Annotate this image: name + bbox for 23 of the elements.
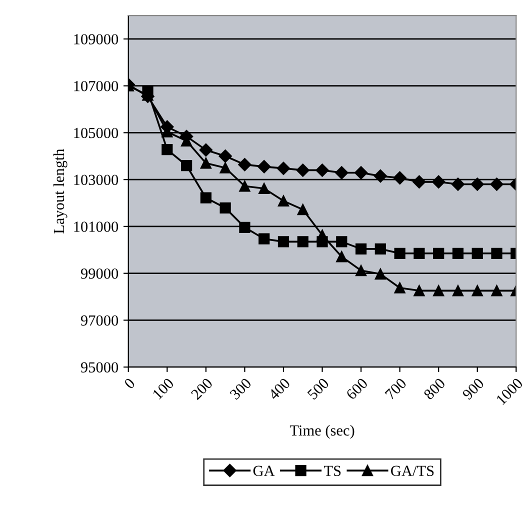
x-tick-label: 500 [306,378,330,400]
legend-label: TS [324,466,341,476]
y-tick-label: 105000 [74,128,118,138]
legend-label: GA/TS [391,466,434,476]
x-tick-label: 800 [423,378,446,400]
x-tick-label: 600 [346,378,368,400]
y-axis-title: Layout length [53,148,68,234]
y-tick-label: 99000 [80,268,118,279]
x-tick-label: 100 [152,378,174,400]
x-tick-label: 400 [268,378,291,400]
y-tick-label: 109000 [74,34,118,44]
x-tick-label: 200 [190,378,214,400]
x-tick-label: 300 [229,378,252,400]
y-tick-label: 97000 [80,315,118,326]
y-tick-label: 95000 [80,362,118,373]
y-tick-label: 103000 [74,174,118,186]
x-tick-label: 700 [384,378,408,400]
legend-label: GA [253,466,275,476]
y-tick-label: 107000 [74,80,118,92]
y-tick-label: 101000 [74,222,118,232]
x-tick-label: 900 [462,378,485,400]
x-axis-title: Time (sec) [290,424,354,439]
x-tick-label: 0 [124,378,136,390]
